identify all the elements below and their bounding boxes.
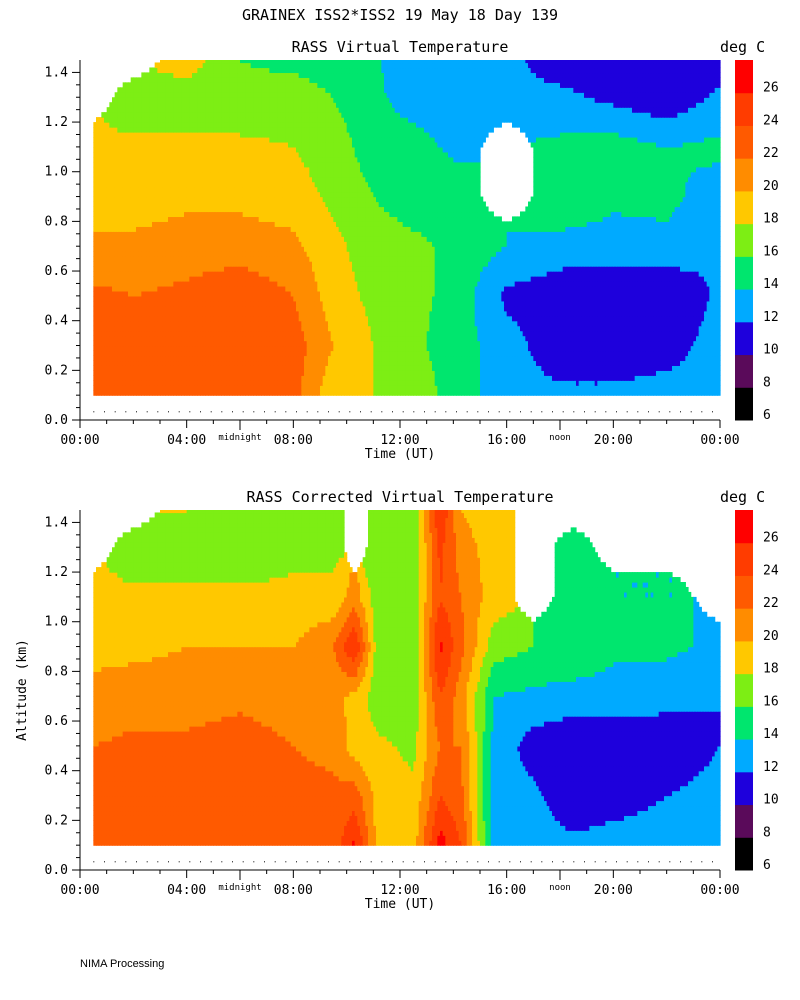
heatmap-cell <box>717 380 720 386</box>
heatmap-cell <box>717 390 720 396</box>
heatmap-cell <box>717 355 720 361</box>
heatmap-cell <box>717 370 720 376</box>
heatmap-cell <box>717 365 720 371</box>
heatmap-cell <box>717 336 720 342</box>
heatmap-cell <box>717 301 720 307</box>
heatmap-cell <box>717 375 720 381</box>
heatmap-cell <box>717 311 720 317</box>
heatmap-cell <box>717 291 720 297</box>
heatmap-cell <box>717 350 720 356</box>
heatmap-cell <box>717 331 720 337</box>
heatmap-cell <box>717 360 720 366</box>
heatmap-cell <box>717 385 720 391</box>
heatmap-cell <box>717 326 720 332</box>
heatmap-cell <box>717 341 720 347</box>
heatmap-cell <box>717 306 720 312</box>
heatmap-cell <box>717 316 720 322</box>
panel-title: RASS Virtual Temperature <box>292 38 509 56</box>
heatmap-cell <box>717 321 720 327</box>
heatmap-field <box>93 60 720 396</box>
virtual-temperature-panel: RASS Virtual Temperature0.00.20.40.60.81… <box>45 38 779 462</box>
heatmap-cell <box>717 346 720 352</box>
heatmap-cell <box>717 296 720 302</box>
main-title: GRAINEX ISS2*ISS2 19 May 18 Day 139 <box>242 6 558 24</box>
